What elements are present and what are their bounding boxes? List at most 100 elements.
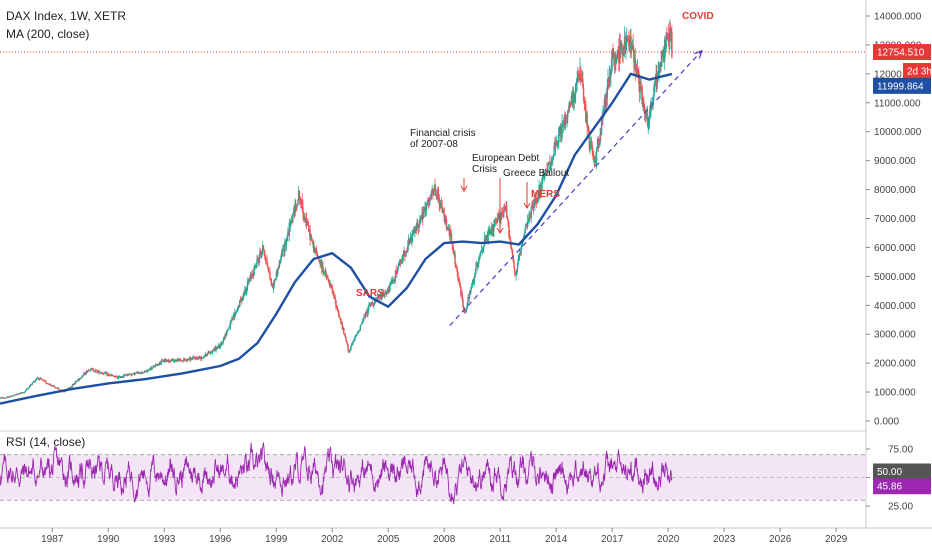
candle-body: [150, 367, 153, 369]
candle-body: [612, 49, 614, 57]
candle-body: [503, 206, 506, 208]
candle-body: [575, 84, 577, 94]
candle-body: [481, 247, 484, 250]
candle-body: [297, 199, 299, 206]
candle-body: [597, 138, 600, 145]
candle-body: [407, 239, 410, 247]
price-tick-label: 3000.000: [874, 330, 916, 341]
candle-body: [208, 351, 210, 354]
candle-body: [175, 360, 178, 362]
candle-body: [626, 35, 629, 41]
candle-body: [567, 110, 570, 112]
candle-body: [285, 239, 288, 245]
candle-body: [177, 359, 179, 362]
candle-body: [306, 221, 308, 226]
time-tick-label: 1996: [209, 534, 232, 545]
candle-body: [472, 279, 474, 284]
candle-body: [361, 321, 364, 324]
candle-body: [94, 369, 97, 372]
candle-body: [302, 207, 304, 214]
candle-body: [369, 303, 372, 306]
candle-body: [353, 340, 355, 342]
candle-body: [89, 370, 91, 372]
candle-body: [399, 260, 401, 265]
candle-body: [502, 212, 504, 214]
candle-body: [460, 293, 463, 295]
candle-body: [346, 340, 348, 343]
candle-body: [237, 305, 240, 310]
candle-body: [405, 251, 407, 254]
candle-body: [88, 370, 90, 372]
candle-body: [537, 195, 540, 198]
candle-body: [176, 359, 179, 361]
rsi-tick-label: 25.00: [888, 502, 913, 513]
candle-body: [478, 257, 480, 264]
candle-body: [347, 344, 349, 351]
candle-body: [339, 317, 341, 319]
candle-body: [608, 78, 610, 87]
candle-body: [71, 384, 74, 387]
candle-body: [480, 249, 483, 252]
candle-body: [389, 281, 392, 286]
candle-body: [151, 367, 153, 369]
candle-body: [118, 376, 120, 377]
candle-body: [2, 397, 5, 399]
candle-body: [155, 364, 157, 366]
candle-body: [592, 150, 594, 156]
candle-body: [628, 39, 630, 47]
candle-body: [356, 332, 359, 334]
candle-body: [152, 365, 155, 367]
candle-body: [430, 197, 432, 199]
time-tick-label: 1987: [41, 534, 64, 545]
candle-body: [36, 377, 39, 379]
candle-body: [584, 103, 586, 105]
candle-body: [536, 197, 539, 203]
candle-body: [437, 193, 439, 197]
candle-body: [241, 298, 243, 301]
candle-body: [75, 381, 77, 383]
candle-body: [368, 303, 371, 305]
candle-body: [661, 51, 663, 67]
candle-body: [261, 251, 263, 255]
candle-body: [132, 373, 134, 374]
candle-body: [363, 316, 366, 318]
candle-body: [379, 296, 381, 298]
candle-body: [539, 185, 541, 194]
candle-body: [582, 88, 585, 101]
candle-body: [70, 386, 72, 388]
candle-body: [85, 371, 87, 374]
candle-body: [187, 358, 189, 360]
candle-body: [664, 39, 666, 61]
candle-body: [108, 374, 110, 376]
candle-body: [238, 305, 240, 308]
candle-body: [440, 203, 443, 207]
candle-body: [166, 359, 168, 362]
candle-body: [170, 359, 172, 362]
time-tick-label: 1999: [265, 534, 288, 545]
candle-body: [257, 259, 259, 261]
candle-body: [532, 203, 535, 209]
candle-body: [516, 269, 518, 275]
candle-body: [460, 287, 462, 295]
candle-body: [591, 144, 593, 151]
candle-body: [371, 302, 373, 303]
trendline-layer: [449, 49, 703, 326]
candle-body: [637, 69, 639, 72]
candle-body: [501, 211, 503, 214]
candle-body: [641, 89, 643, 94]
candle-body: [164, 359, 166, 361]
candle-body: [381, 292, 384, 297]
candle-body: [259, 251, 262, 255]
candle-body: [249, 274, 252, 278]
candle-body: [102, 373, 105, 375]
candle-body: [669, 28, 672, 40]
candle-body: [573, 99, 575, 102]
candle-body: [231, 318, 234, 320]
candle-body: [366, 312, 369, 315]
candle-body: [620, 43, 622, 51]
candle-body: [513, 261, 515, 269]
candle-body: [594, 157, 596, 162]
candle-body: [303, 216, 306, 219]
candle-body: [649, 108, 652, 112]
candle-body: [549, 165, 552, 170]
